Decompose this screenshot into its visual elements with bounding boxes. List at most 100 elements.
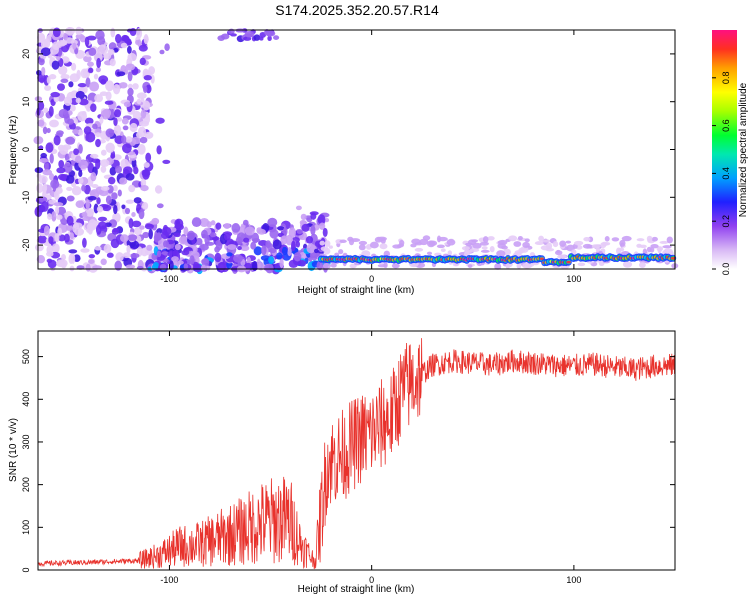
spectrogram-cell: [174, 218, 184, 229]
spectrogram-cell: [582, 243, 593, 249]
spectrogram-cell: [38, 145, 44, 150]
spectrogram-cell: [293, 252, 302, 262]
spectrogram-cell: [505, 262, 510, 270]
snr-frame: [37, 330, 676, 571]
spectrogram-cell: [69, 232, 75, 240]
spectrogram-cell: [377, 236, 387, 241]
spectrogram-cell: [57, 234, 66, 242]
spectrogram-cell: [89, 81, 100, 92]
spectrogram-cell: [89, 190, 96, 196]
spectrogram-cell: [105, 142, 115, 153]
spectrogram-cell: [139, 225, 145, 230]
spectrogram-cell: [91, 184, 99, 189]
spectrogram-cell: [91, 158, 101, 164]
spectrogram-cell: [87, 61, 94, 67]
spectrogram-cell: [411, 238, 421, 245]
spectrogram-cell: [156, 203, 164, 209]
spectrogram-cell: [138, 208, 145, 220]
spectrogram-cell: [40, 152, 48, 159]
spectrogram-cell: [60, 73, 70, 80]
spectrogram-cell: [60, 78, 69, 83]
spectrogram-cell: [109, 166, 117, 176]
spectrogram-cell: [545, 247, 555, 252]
spectrogram-xlabel: Height of straight line (km): [298, 285, 415, 296]
spectrogram-cell: [37, 119, 45, 127]
spectrogram-cell: [84, 117, 94, 125]
spectrogram-cell: [657, 246, 662, 254]
spectrogram-cell: [223, 232, 231, 241]
spectrogram-cell: [267, 217, 278, 228]
spectrogram-cell: [301, 223, 310, 232]
spectrogram-cell: [80, 68, 89, 79]
spectrogram-cell: [334, 252, 340, 257]
spectrogram-cell: [58, 108, 69, 119]
spectrogram-cell: [178, 236, 189, 245]
spectrogram-cell: [48, 106, 54, 117]
spectrogram-cell: [192, 263, 203, 273]
spectrogram-cell: [228, 28, 235, 35]
spectrogram-cell: [94, 246, 102, 251]
spectrogram-cell: [199, 243, 209, 251]
spectrogram-cell: [651, 236, 658, 242]
spectrogram-cell: [204, 234, 210, 245]
spectrogram-cell: [184, 247, 193, 252]
spectrogram-cell: [125, 63, 136, 71]
spectrogram-cell: [358, 240, 368, 246]
spectrogram-cell: [542, 239, 551, 243]
spectrogram-cell: [57, 83, 65, 91]
spectrogram-cell: [125, 173, 135, 181]
spectrogram-cell: [243, 237, 250, 243]
colorbar-tick-label: 0.4: [721, 167, 731, 180]
spectrogram-cell: [65, 224, 73, 231]
spectrogram-cell: [322, 227, 328, 237]
spectrogram-cell: [130, 253, 140, 259]
spectrogram-cell: [127, 71, 133, 82]
spectrogram-cell: [261, 245, 267, 256]
spectrogram-cell: [52, 27, 61, 38]
spectrogram-cell: [250, 241, 257, 250]
spectrogram-cell: [72, 129, 80, 134]
spectrogram-cell: [156, 228, 163, 234]
colorbar-label: Normalized spectral amplitude: [738, 82, 749, 217]
spectrogram-cell: [141, 169, 151, 177]
spectrogram-cell: [611, 237, 620, 242]
spectrogram-cell: [314, 248, 319, 254]
spectrogram-cell: [140, 109, 147, 119]
spectrogram-cell: [48, 74, 57, 80]
spectrogram-cell: [666, 236, 673, 244]
spectrogram-cell: [299, 219, 307, 226]
spectrogram-cell: [618, 247, 625, 252]
spectrogram-cell: [106, 252, 114, 258]
spectrogram-cell: [63, 32, 68, 41]
spectrogram-cell: [244, 31, 255, 38]
spectrogram-cell: [63, 96, 73, 106]
spectrogram-cell: [57, 144, 65, 152]
spectrogram-cell: [369, 241, 379, 249]
spectrogram-cell: [99, 91, 108, 96]
spectrogram-cell: [183, 263, 189, 270]
spectrogram-cell: [260, 255, 271, 261]
spectrogram-cell: [288, 259, 299, 268]
spectrogram-cell: [268, 256, 275, 265]
spectrogram-cell: [90, 172, 97, 182]
spectrogram-cell: [73, 148, 80, 156]
spectrogram-cell: [513, 241, 522, 247]
spectrogram-cell: [34, 167, 44, 174]
spectrogram-cell: [60, 44, 69, 53]
spectrogram-cell: [113, 204, 118, 215]
spectrogram-cell: [93, 73, 99, 80]
spectrogram-ytick-label: 10: [21, 97, 31, 107]
spectrogram-cell: [105, 195, 112, 205]
spectrogram-cell: [281, 246, 288, 256]
spectrogram-cell: [125, 264, 136, 269]
spectrogram-cell: [75, 26, 83, 36]
spectrogram-cell: [54, 189, 60, 201]
spectrogram-cell: [639, 244, 647, 249]
spectrogram-cell: [75, 90, 85, 100]
snr-xtick-label: 100: [566, 575, 581, 585]
spectrogram-xtick-label: 0: [369, 274, 374, 284]
spectrogram-cell: [516, 263, 522, 269]
spectrogram-cell: [305, 235, 314, 244]
snr-xtick-label: 0: [369, 575, 374, 585]
